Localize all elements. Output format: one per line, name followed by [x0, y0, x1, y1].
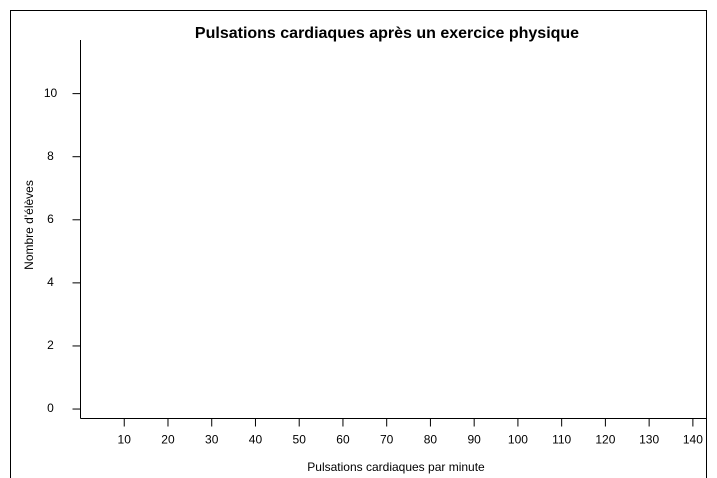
- x-tick-label: 20: [161, 433, 175, 447]
- x-tick-label: 130: [639, 433, 659, 447]
- y-tick-label: 8: [47, 149, 54, 163]
- x-tick-label: 110: [552, 433, 571, 447]
- y-tick-label: 0: [47, 401, 54, 415]
- x-tick-label: 30: [205, 433, 219, 447]
- x-tick-label: 10: [118, 433, 132, 447]
- x-tick-label: 80: [424, 433, 438, 447]
- y-tick-label: 10: [44, 86, 58, 100]
- y-axis-label: Nombre d'élèves: [22, 180, 36, 270]
- chart-title: Pulsations cardiaques après un exercice …: [195, 25, 579, 42]
- x-tick-label: 60: [336, 433, 350, 447]
- x-tick-label: 50: [293, 433, 307, 447]
- frame: [10, 10, 707, 478]
- y-tick-label: 6: [47, 212, 54, 226]
- x-tick-label: 120: [595, 433, 615, 447]
- y-tick-label: 2: [47, 338, 54, 352]
- x-axis-label: Pulsations cardiaques par minute: [307, 460, 485, 474]
- x-tick-label: 140: [683, 433, 703, 447]
- x-tick-label: 70: [380, 433, 394, 447]
- x-tick-label: 40: [249, 433, 263, 447]
- x-tick-label: 100: [508, 433, 528, 447]
- y-tick-label: 4: [47, 275, 54, 289]
- x-tick-label: 90: [467, 433, 481, 447]
